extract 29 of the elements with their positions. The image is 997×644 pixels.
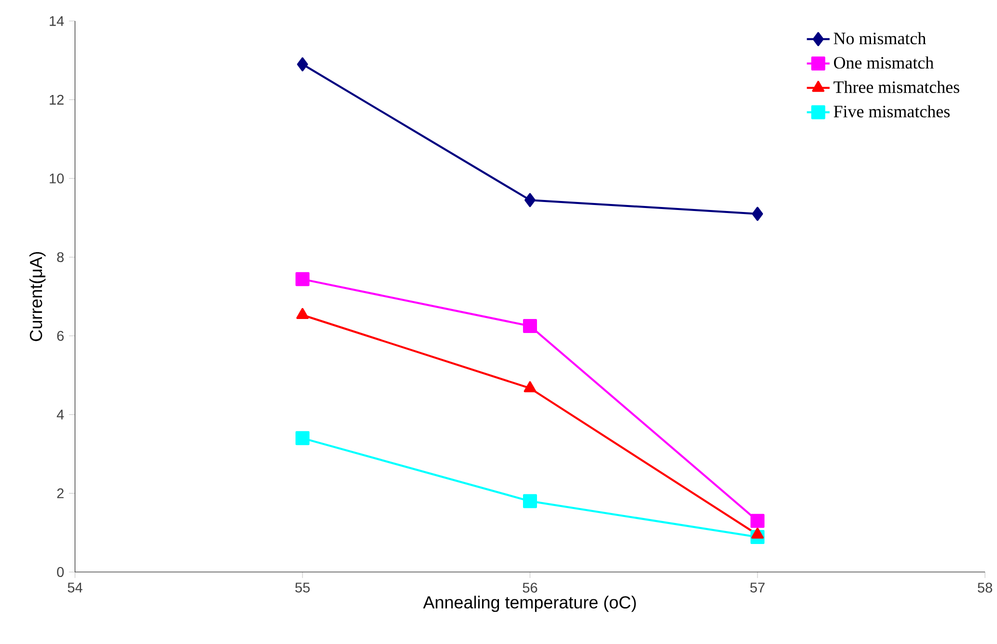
y-tick-label: 0 [57,567,64,577]
y-tick-label: 2 [57,488,64,498]
y-tick-label: 6 [57,330,64,341]
legend-label: Five mismatches [834,105,950,118]
legend-label: Three mismatches [834,80,960,94]
point [523,319,537,334]
point [296,272,310,286]
y-tick-label: 8 [57,252,64,262]
y-tick-label: 4 [56,410,64,420]
point [296,431,310,446]
y-tick-label: 10 [50,173,64,184]
x-axis-title: Annealing temperature (oC) [423,596,636,612]
point [752,206,763,221]
legend-label: No mismatch [834,32,926,44]
point [751,528,764,539]
x-tick-label: 54 [68,582,82,592]
y-tick-label: 14 [50,16,64,26]
y-axis-title: Current(μA) [29,252,46,342]
x-tick-label: 57 [750,582,765,592]
y-tick-label: 12 [50,94,64,105]
x-tick-label: 56 [522,582,538,593]
point [524,193,536,208]
x-tick-label: 58 [978,582,992,593]
legend-label: One mismatch [834,56,934,69]
point [750,514,764,528]
point [524,381,536,392]
point [523,494,537,508]
point [297,57,308,72]
x-tick-label: 55 [295,582,310,592]
